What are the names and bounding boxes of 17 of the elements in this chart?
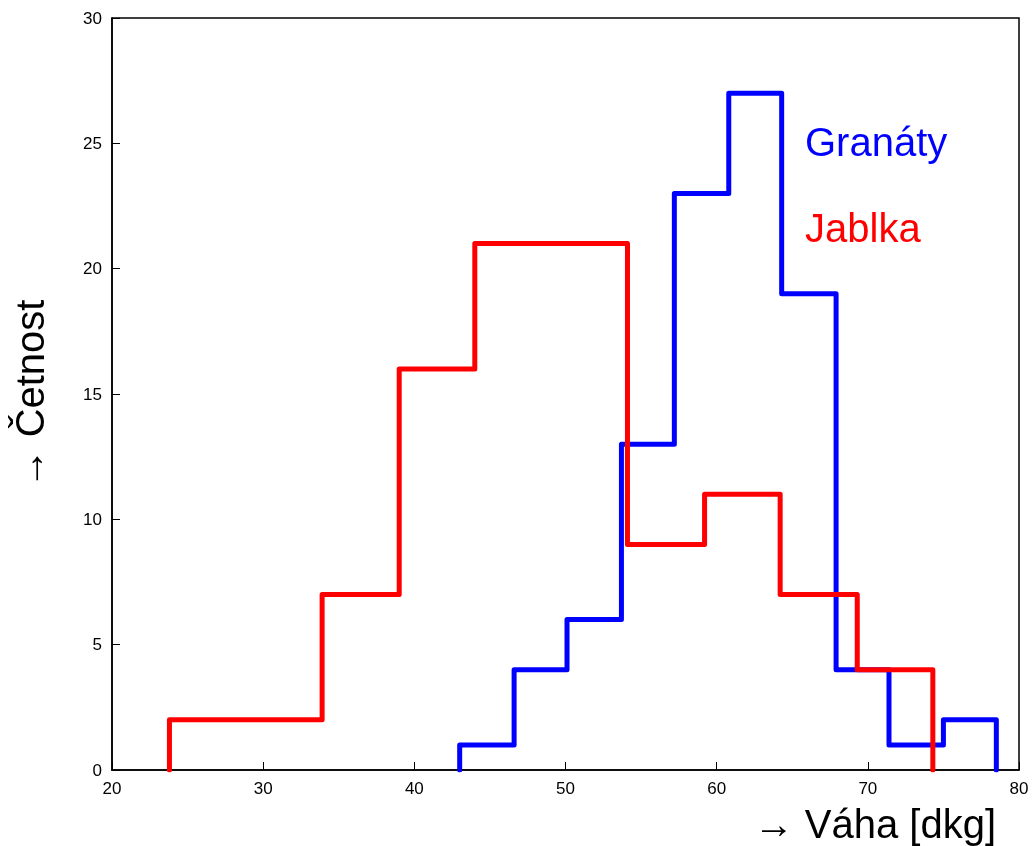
y-tick-label: 10 <box>83 509 102 529</box>
x-tick-label: 60 <box>707 779 727 798</box>
y-axis-title: → Četnost <box>8 299 52 489</box>
x-tick-label: 40 <box>404 779 424 798</box>
x-axis-title: → Váha [dkg] <box>753 802 997 846</box>
x-tick-label: 50 <box>556 779 575 798</box>
y-tick-label: 15 <box>83 384 102 404</box>
x-tick-label: 30 <box>253 779 273 798</box>
x-tick-label: 80 <box>1009 779 1029 798</box>
text: Jablka <box>805 206 922 250</box>
y-tick-label: 25 <box>83 133 102 153</box>
y-tick-label: 5 <box>92 635 102 655</box>
y-tick-label: 30 <box>83 8 102 28</box>
series-label: Granáty <box>805 120 948 164</box>
y-tick-label: 20 <box>83 259 102 279</box>
y-tick-label: 0 <box>92 760 102 780</box>
x-tick-label: 70 <box>858 779 878 798</box>
